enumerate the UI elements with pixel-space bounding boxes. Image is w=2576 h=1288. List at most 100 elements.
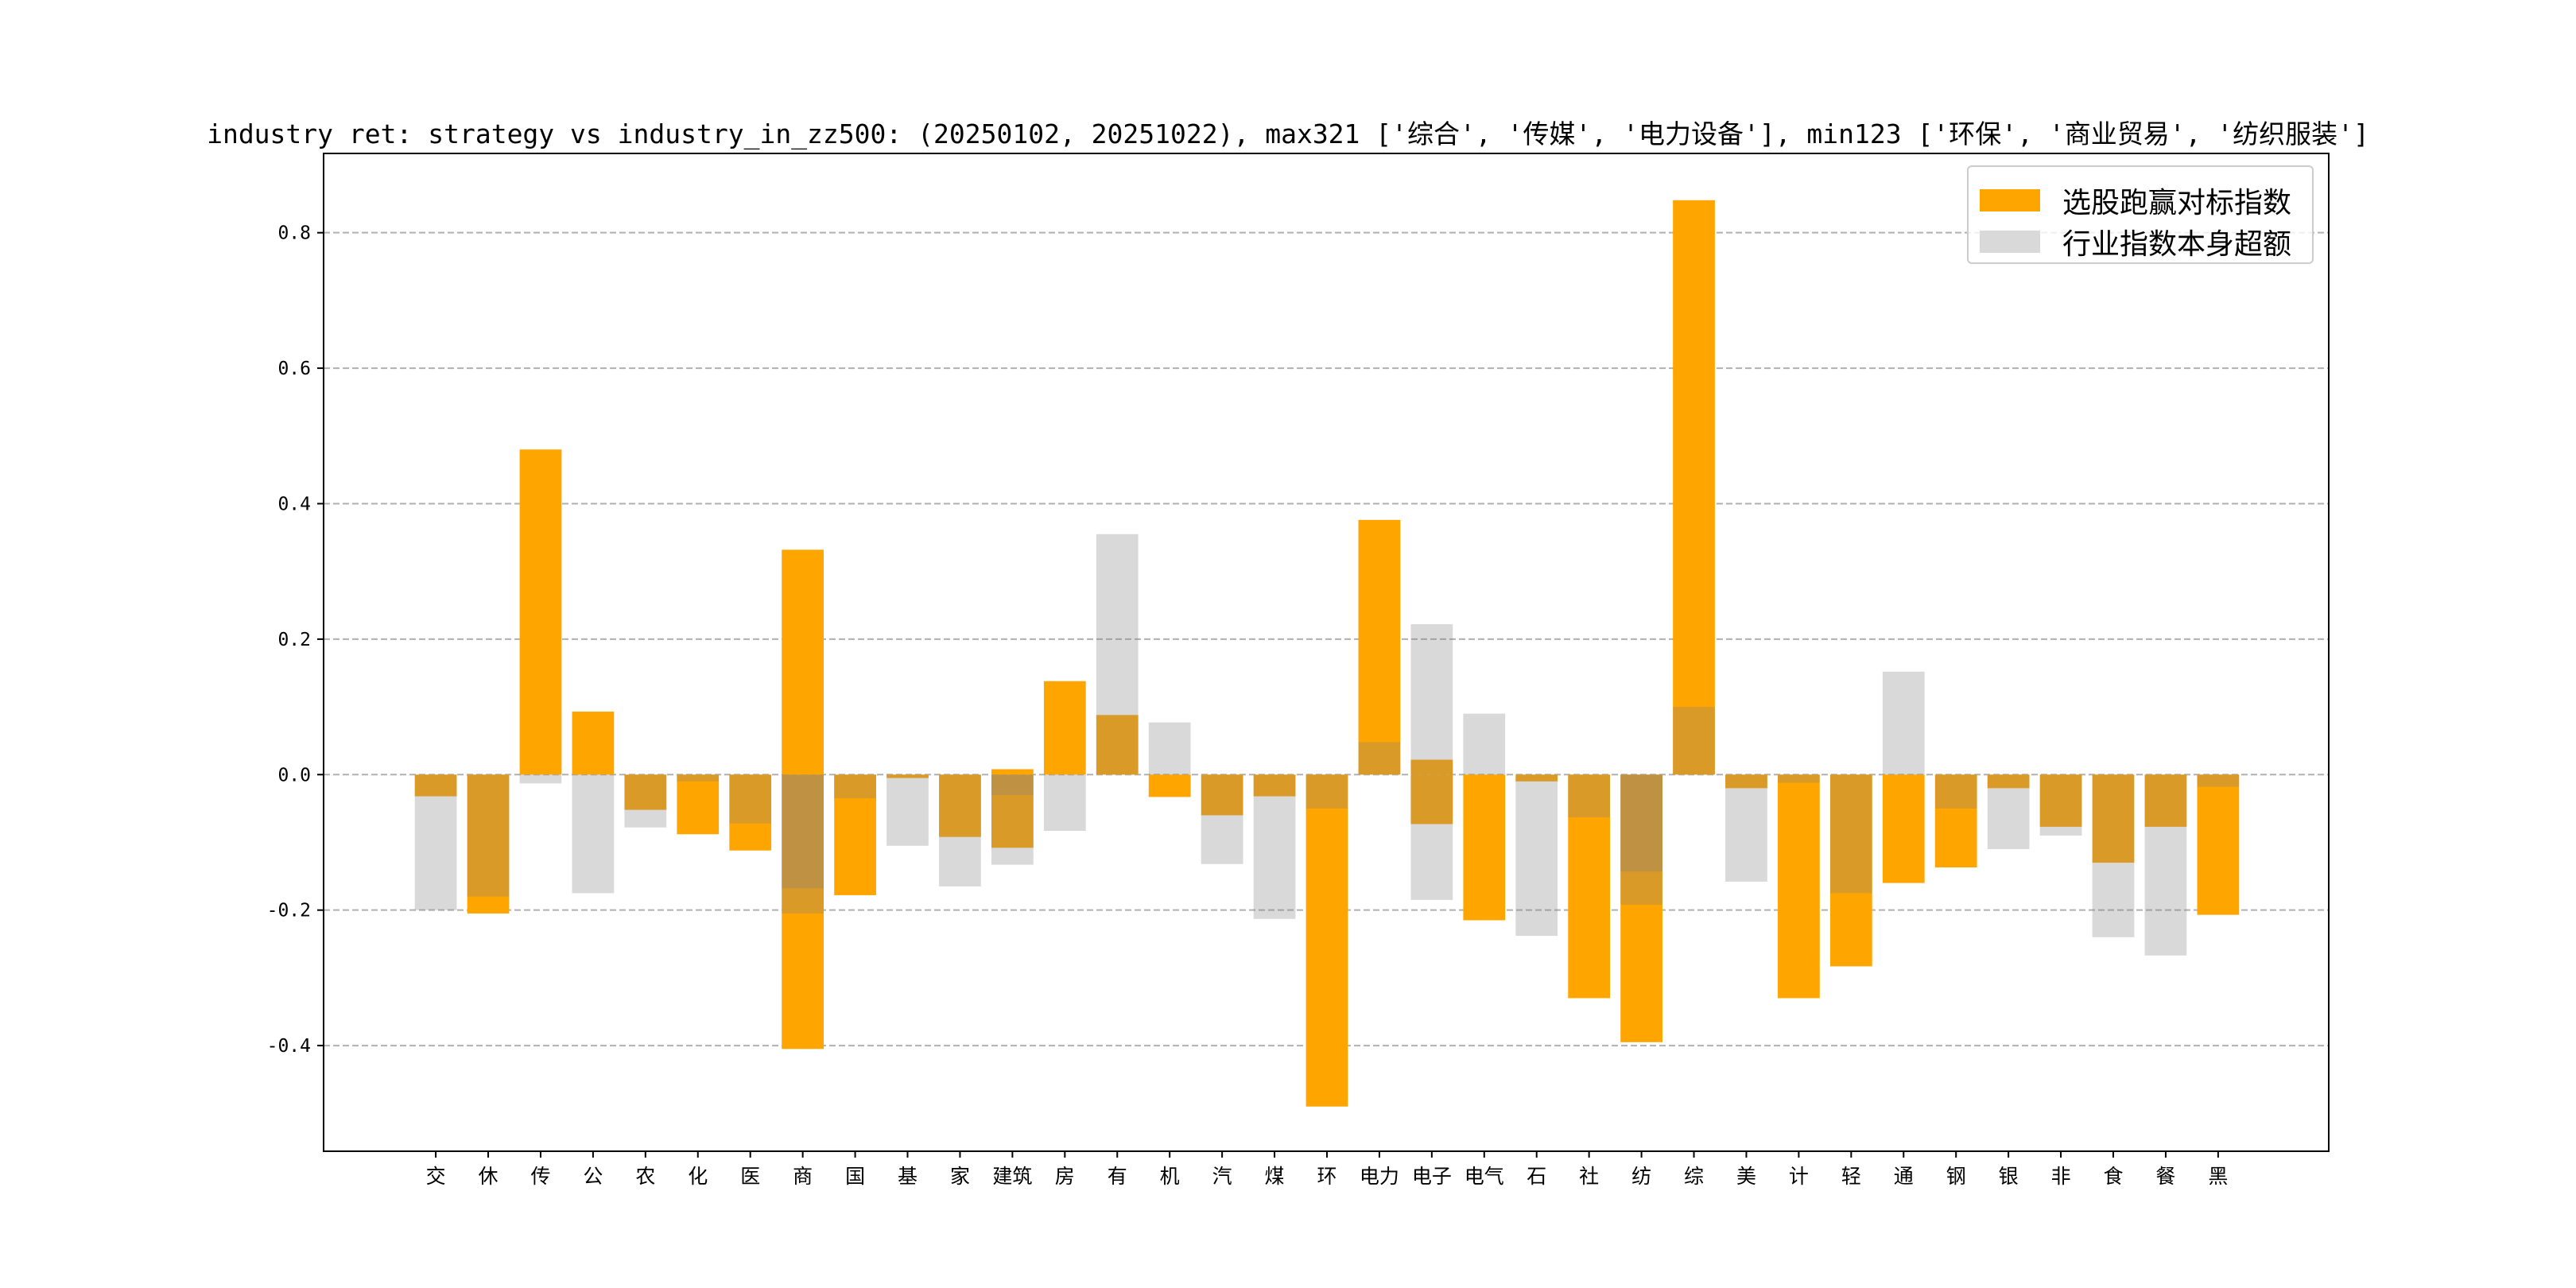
x-tick-label: 交 (426, 1165, 446, 1188)
bar-industry (624, 774, 667, 828)
legend-label: 选股跑赢对标指数 (2062, 187, 2292, 219)
bar-strategy (2197, 774, 2240, 915)
bars (414, 200, 2240, 1107)
bar-strategy (467, 774, 510, 914)
bar-industry (2197, 774, 2240, 787)
bar-strategy (782, 549, 824, 775)
bar-industry (1410, 774, 1453, 900)
bar-strategy (782, 774, 824, 1049)
bar-strategy (939, 774, 981, 837)
y-tick-label: 0.6 (277, 359, 311, 379)
bar-strategy (991, 769, 1034, 775)
bar-strategy (1725, 774, 1767, 789)
x-tick-label: 国 (845, 1165, 865, 1188)
bar-strategy (1882, 774, 1925, 883)
bar-industry (782, 774, 824, 889)
bar-strategy (729, 774, 772, 851)
bar-industry (1148, 722, 1191, 775)
bar-strategy (1987, 774, 2030, 789)
bar-industry (886, 774, 929, 846)
x-tick-label: 食 (2104, 1165, 2124, 1188)
bar-strategy (991, 774, 1034, 848)
bar-industry (1725, 774, 1767, 882)
x-tick-label: 公 (583, 1165, 603, 1188)
x-tick-label: 钢 (1946, 1165, 1966, 1188)
x-tick-label: 房 (1055, 1165, 1075, 1188)
x-tick-label: 机 (1160, 1165, 1180, 1188)
x-tick-label: 基 (898, 1165, 918, 1188)
bar-strategy (1410, 759, 1453, 775)
bar-strategy (1358, 519, 1401, 775)
bar-strategy (677, 774, 720, 835)
bar-industry (467, 774, 510, 897)
bar-strategy (2092, 774, 2135, 863)
x-tick-label: 商 (793, 1165, 813, 1188)
bar-industry (1201, 774, 1243, 864)
bar-industry (1463, 713, 1506, 775)
bar-industry (414, 774, 457, 910)
bar-strategy (519, 449, 562, 775)
x-tick-label: 纺 (1631, 1165, 1651, 1188)
x-tick-label: 非 (2051, 1165, 2071, 1188)
bar-strategy (1829, 774, 1872, 967)
bar-strategy (2144, 774, 2187, 827)
bar-industry (1568, 774, 1611, 817)
bar-strategy (1253, 774, 1296, 797)
bar-strategy (1305, 774, 1348, 1107)
bar-industry (1253, 774, 1296, 919)
bar-strategy (1620, 774, 1662, 1042)
bar-industry (834, 774, 876, 799)
bar-strategy (1201, 774, 1243, 816)
bar-industry (1305, 774, 1348, 809)
x-tick-label: 电气 (1465, 1165, 1504, 1188)
x-tick-label: 医 (740, 1165, 760, 1188)
bar-strategy (2039, 774, 2082, 827)
y-axis: -0.4 -0.2 0.0 0.2 0.4 0.6 0.8 (267, 223, 324, 1057)
bar-strategy (1934, 774, 1977, 868)
bar-industry (782, 774, 824, 914)
x-tick-label: 美 (1736, 1165, 1756, 1188)
x-tick-label: 综 (1684, 1165, 1704, 1188)
x-tick-label: 农 (635, 1165, 655, 1188)
x-tick-label: 有 (1108, 1165, 1127, 1188)
legend-item-strategy: 选股跑赢对标指数 (1980, 180, 2291, 221)
x-tick-label: 煤 (1265, 1165, 1285, 1188)
bar-industry (991, 774, 1034, 795)
x-tick-label: 传 (530, 1165, 550, 1188)
bar-strategy (1463, 774, 1506, 921)
y-tick-label: 0.8 (277, 223, 311, 244)
x-tick-label: 家 (950, 1165, 970, 1188)
x-tick-label: 休 (479, 1165, 499, 1188)
legend-item-industry: 行业指数本身超额 (1980, 221, 2291, 262)
bar-strategy (1673, 200, 1715, 775)
x-tick-label: 社 (1579, 1165, 1599, 1188)
bar-strategy (1568, 774, 1611, 999)
bar-industry (1620, 774, 1662, 905)
x-tick-label: 电力 (1360, 1165, 1399, 1188)
legend: 选股跑赢对标指数 行业指数本身超额 (1967, 165, 2314, 264)
bar-strategy (1410, 774, 1453, 824)
y-tick-label: -0.2 (267, 901, 311, 921)
bar-industry (2092, 774, 2135, 937)
bar-strategy (624, 774, 667, 810)
bar-industry (572, 774, 615, 894)
bar-industry (519, 774, 562, 784)
bar-strategy (1515, 774, 1558, 782)
y-tick-label: 0.0 (277, 765, 311, 786)
y-tick-label: 0.2 (277, 630, 311, 650)
x-tick-label: 环 (1317, 1165, 1336, 1188)
x-tick-label: 餐 (2155, 1165, 2175, 1188)
bar-industry (2144, 774, 2187, 956)
bar-strategy (834, 774, 876, 895)
bar-industry (1934, 774, 1977, 809)
x-tick-label: 汽 (1212, 1165, 1232, 1188)
x-tick-label: 轻 (1841, 1165, 1861, 1188)
bar-industry (1829, 774, 1872, 894)
x-tick-label: 石 (1527, 1165, 1546, 1188)
bar-industry (1358, 742, 1401, 775)
bar-industry (1043, 774, 1086, 832)
legend-swatch-orange (1980, 189, 2040, 211)
bar-strategy (414, 774, 457, 797)
bar-industry (939, 774, 981, 886)
